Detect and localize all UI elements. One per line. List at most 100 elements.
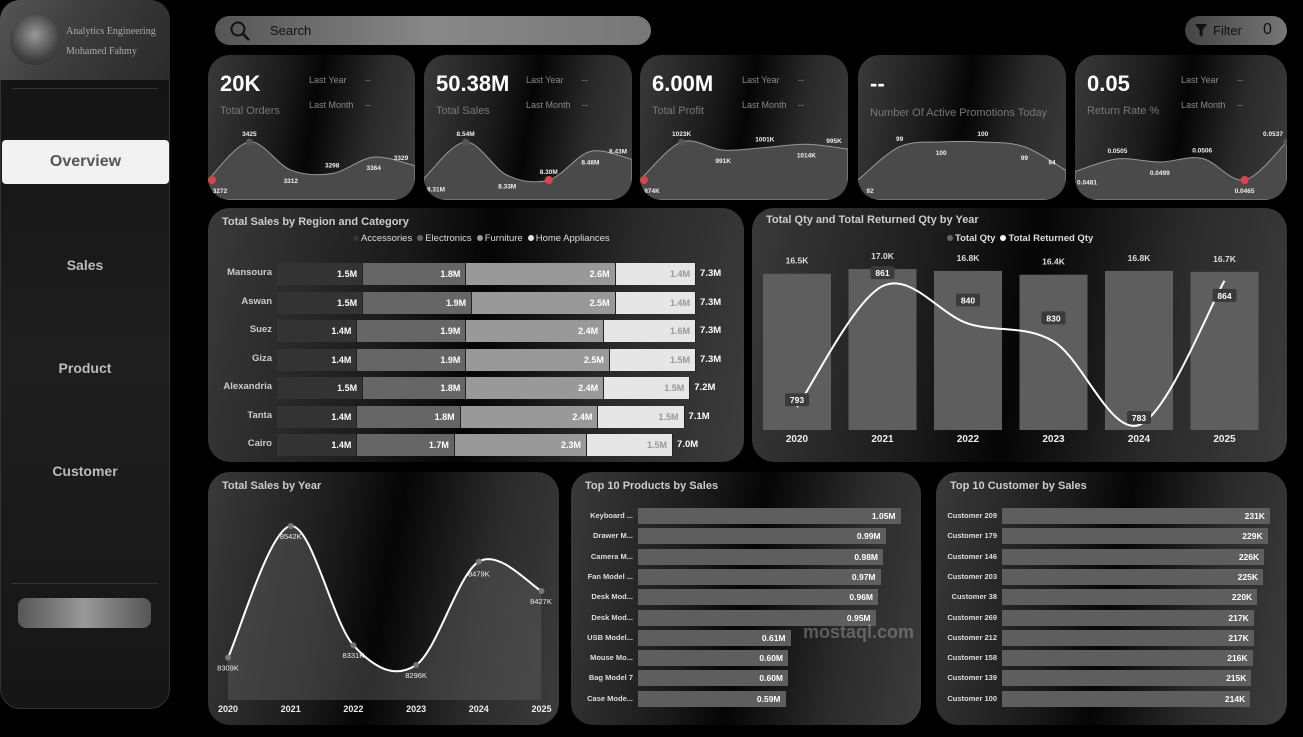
sidebar-item-product[interactable]: Product <box>58 360 112 376</box>
kpi-last-year-label: Last Year <box>1181 75 1219 85</box>
bar-category-label: Customer 212 <box>947 632 997 642</box>
kpi-sparkline: 8.31M 8.54M 8.33M 8.30M 8.48M 8.43M <box>424 131 632 200</box>
profile-title: Analytics Engineering <box>66 26 156 37</box>
bar-segment: 1.6M <box>604 320 696 342</box>
legend-item: Accessories <box>361 233 413 244</box>
line-value-label: 840 <box>961 296 975 306</box>
bar-segment: 1.4M <box>615 263 697 285</box>
sidebar-button[interactable] <box>18 598 151 628</box>
line-label-bg <box>785 393 809 407</box>
bar-category-label: Mouse Mo... <box>590 653 633 663</box>
x-tick-label: 2025 <box>1213 434 1236 445</box>
kpi-value: 20K <box>220 71 261 96</box>
bar-category-label: Customer 146 <box>947 551 997 561</box>
max-point-marker <box>462 138 470 146</box>
bar-segment: 1.9M <box>363 291 473 314</box>
sidebar-item-sales[interactable]: Sales <box>66 257 104 273</box>
row-total-label: 7.3M <box>700 296 722 308</box>
kpi-label: Number Of Active Promotions Today <box>870 107 1048 119</box>
data-point <box>287 523 294 530</box>
bar-value-label: 16.5K <box>786 256 810 266</box>
sparkline-label: 0.0499 <box>1150 170 1170 177</box>
legend-swatch <box>527 235 534 241</box>
kpi-last-year-label: Last Year <box>309 75 347 85</box>
sparkline-label: 8.31M <box>427 186 445 193</box>
bar-category-label: Drawer M... <box>592 531 633 541</box>
search-input[interactable]: Search <box>215 16 651 45</box>
filter-label: Filter <box>1213 23 1242 38</box>
row-total-label: 7.0M <box>677 439 699 450</box>
bar-value-label: 16.8K <box>957 253 981 263</box>
kpi-value: -- <box>870 71 885 96</box>
legend-swatch <box>476 235 483 241</box>
row-total-label: 7.2M <box>694 382 716 393</box>
kpi-sparkline: 3272 3425 3312 3298 3364 3329 <box>208 131 415 200</box>
bar-segment: 1.4M <box>277 405 358 428</box>
sparkline-label: 0.0505 <box>1107 148 1127 155</box>
region-label: Tanta <box>247 409 272 421</box>
row-total-label: 7.3M <box>700 353 722 365</box>
row-total-label: 7.3M <box>700 325 722 336</box>
sparkline-label: 874K <box>644 188 660 195</box>
bar-category-label: Customer 139 <box>947 673 997 683</box>
legend-item: Home Appliances <box>535 233 610 244</box>
sidebar-item-customer[interactable]: Customer <box>52 463 118 479</box>
kpi-last-month-value: -- <box>798 100 804 110</box>
bar-segment: 2.5M <box>472 291 616 314</box>
kpi-last-year-value: -- <box>798 75 804 85</box>
bar-category-label: Desk Mod... <box>591 612 633 622</box>
sparkline-label: 100 <box>977 131 988 138</box>
kpi-card: -- Number Of Active Promotions Today 92 99 1… <box>858 55 1066 200</box>
sparkline-area <box>1075 141 1287 200</box>
top-products-chart: Top 10 Products by Sales Keyboard ... 1.0… <box>571 472 921 725</box>
sales-by-year-chart: Total Sales by Year 8309K 2020 8542K 2021 83… <box>208 472 559 725</box>
divider <box>12 583 158 584</box>
sparkline-label: 1023K <box>672 131 691 138</box>
bar-segment: 1.5M <box>609 348 696 371</box>
sparkline-label: 0.0537 <box>1263 131 1283 138</box>
bar-value-label: 16.8K <box>1128 253 1152 263</box>
kpi-value: 0.05 <box>1087 71 1130 96</box>
sparkline-label: 92 <box>866 188 874 195</box>
search-placeholder: Search <box>270 23 312 38</box>
bar: 217K <box>1002 629 1254 646</box>
line-label-bg <box>1127 411 1151 424</box>
bar-segment: 1.4M <box>277 348 358 371</box>
bar-category-label: Customer 100 <box>947 693 997 703</box>
kpi-last-year-label: Last Year <box>742 75 780 85</box>
bar-value-label: 16.4K <box>1042 257 1066 267</box>
bar-segment: 2.6M <box>466 263 616 285</box>
bar-category-label: Fan Model ... <box>587 571 633 581</box>
bar-category-label: Customer 179 <box>947 531 997 541</box>
bar-value-label: 17.0K <box>871 251 895 261</box>
bar: 214K <box>1002 690 1251 707</box>
bar: 0.59M <box>638 690 786 707</box>
chart-legend: Accessories Electronics Furniture Home Appl… <box>348 233 610 244</box>
kpi-sparkline: 0.0481 0.0505 0.0499 0.0506 0.0465 0.0537 <box>1075 131 1287 200</box>
qty-plot: 16.5K 2020 17.0K 2021 16.8K 2022 16.4K 2023 16.8… <box>763 251 1259 445</box>
kpi-sparkline: 874K 1023K 991K 1001K 1014K 995K <box>640 131 848 200</box>
profile-name: Mohamed Fahmy <box>66 46 137 57</box>
chart-title: Total Qty and Total Returned Qty by Year <box>766 214 979 226</box>
point-label: 8427K <box>530 597 552 606</box>
legend-item: Furniture <box>484 233 523 244</box>
line-value-label: 783 <box>1132 413 1146 423</box>
min-point-marker <box>640 176 648 184</box>
avatar <box>10 15 60 65</box>
bar: 226K <box>1002 548 1265 565</box>
sparkline-label: 995K <box>826 138 842 145</box>
data-point <box>475 558 482 565</box>
x-tick-label: 2021 <box>871 434 894 445</box>
bar: 0.99M <box>638 528 886 545</box>
bar: 0.60M <box>638 650 788 667</box>
kpi-card: 0.05 Return Rate % Last Year -- Last Month --… <box>1075 55 1287 200</box>
bar-segment: 1.5M <box>586 434 674 456</box>
x-tick-label: 2024 <box>1128 434 1151 445</box>
filter-button[interactable]: Filter 0 <box>1185 16 1287 45</box>
bar-segment: 1.4M <box>277 434 358 456</box>
sidebar-item-overview[interactable]: Overview <box>2 140 169 184</box>
kpi-label: Total Orders <box>220 105 280 117</box>
bar-category-label: Customer 269 <box>947 612 997 622</box>
bar-segment: 1.4M <box>615 291 697 314</box>
region-label: Suez <box>249 324 272 335</box>
